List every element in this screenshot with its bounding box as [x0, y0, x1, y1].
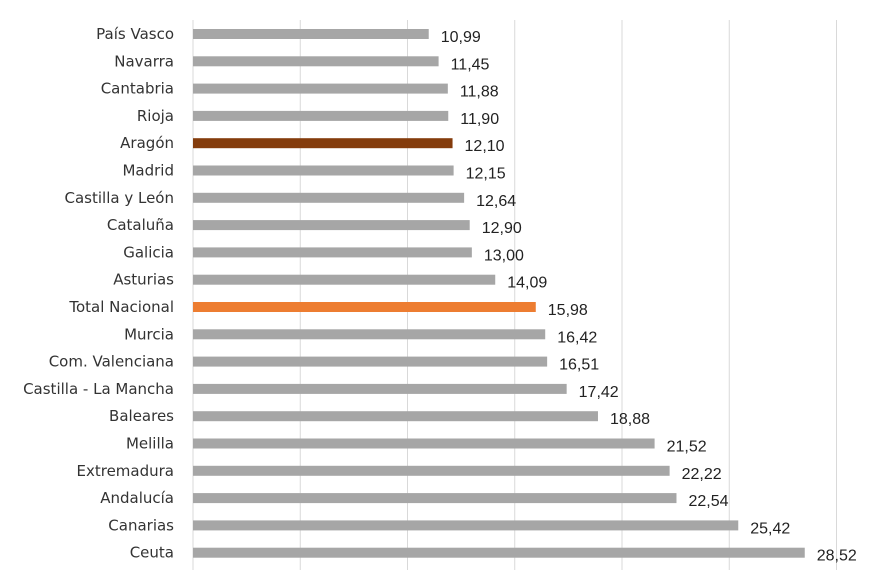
bar	[193, 165, 454, 176]
value-label: 25,42	[750, 520, 790, 537]
value-label: 22,22	[682, 466, 722, 483]
bar	[193, 274, 496, 285]
category-label: Canarias	[108, 516, 174, 534]
bar	[193, 547, 805, 558]
value-label: 15,98	[548, 302, 588, 319]
category-label: País Vasco	[96, 25, 174, 43]
category-label: Extremadura	[77, 462, 175, 480]
category-label: Madrid	[122, 162, 174, 180]
bar	[193, 56, 439, 67]
category-label: Rioja	[137, 107, 174, 125]
gridlines	[192, 20, 837, 570]
bar	[193, 29, 429, 39]
bar	[193, 247, 472, 258]
bar	[193, 110, 449, 121]
bar	[193, 411, 598, 422]
bar	[193, 438, 655, 449]
value-label: 12,15	[466, 166, 506, 183]
category-label: Andalucía	[100, 489, 174, 507]
bars	[193, 29, 805, 558]
category-label: Murcia	[124, 325, 174, 343]
category-label: Cataluña	[107, 216, 174, 234]
category-label: Castilla y León	[65, 189, 174, 207]
value-label: 16,42	[557, 329, 597, 346]
category-label: Com. Valenciana	[49, 353, 174, 371]
value-label: 22,54	[688, 493, 728, 510]
value-label: 12,10	[465, 138, 505, 155]
value-label: 11,88	[460, 84, 499, 101]
bar	[193, 356, 548, 367]
bar	[193, 302, 536, 312]
bar	[193, 83, 448, 94]
category-label: Galicia	[123, 243, 174, 261]
category-label: Melilla	[126, 435, 174, 453]
category-label: Ceuta	[130, 544, 174, 562]
value-label: 10,99	[441, 29, 481, 46]
labels: País Vasco 10,99 Navarra 11,45 Cantabria 11,8…	[23, 25, 857, 565]
category-label: Navarra	[114, 52, 174, 70]
category-label: Castilla - La Mancha	[23, 380, 174, 398]
category-label: Baleares	[109, 407, 174, 425]
value-label: 18,88	[610, 411, 650, 428]
bar	[193, 329, 546, 340]
category-label: Cantabria	[101, 80, 174, 98]
category-label: Total Nacional	[68, 298, 174, 316]
value-label: 11,45	[451, 56, 490, 73]
value-label: 11,90	[460, 111, 499, 128]
bar	[193, 493, 677, 504]
bar	[193, 383, 567, 394]
bar	[193, 220, 470, 231]
value-label: 12,90	[482, 220, 522, 237]
value-label: 12,64	[476, 193, 516, 210]
value-label: 21,52	[667, 439, 707, 456]
bar	[193, 192, 465, 203]
value-label: 17,42	[579, 384, 619, 401]
value-label: 28,52	[817, 548, 857, 565]
value-label: 16,51	[559, 357, 599, 374]
value-label: 13,00	[484, 247, 524, 264]
bar	[193, 465, 670, 476]
bar	[193, 520, 739, 531]
bar	[193, 138, 453, 149]
category-label: Aragón	[120, 134, 174, 152]
category-label: Asturias	[113, 271, 174, 289]
value-label: 14,09	[507, 275, 547, 292]
